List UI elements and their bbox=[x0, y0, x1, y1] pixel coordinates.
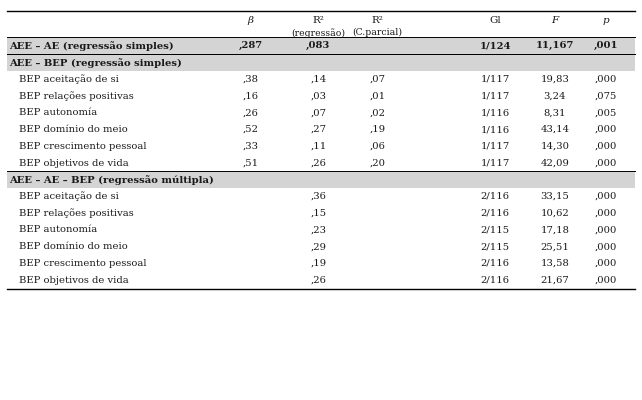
Text: ,06: ,06 bbox=[369, 142, 385, 151]
Text: ,000: ,000 bbox=[595, 209, 617, 218]
Text: ,000: ,000 bbox=[595, 259, 617, 268]
Text: ,20: ,20 bbox=[369, 158, 385, 168]
Text: 2/116: 2/116 bbox=[481, 276, 510, 285]
Text: BEP aceitação de si: BEP aceitação de si bbox=[19, 192, 119, 201]
Text: AEE – BEP (regressão simples): AEE – BEP (regressão simples) bbox=[9, 58, 182, 68]
Text: ,23: ,23 bbox=[311, 226, 326, 234]
Text: ,52: ,52 bbox=[243, 125, 259, 134]
Text: AEE – AE – BEP (regressão múltipla): AEE – AE – BEP (regressão múltipla) bbox=[9, 175, 214, 185]
Text: ,001: ,001 bbox=[594, 41, 618, 50]
Text: 25,51: 25,51 bbox=[541, 242, 569, 251]
Text: 11,167: 11,167 bbox=[535, 41, 574, 50]
Text: ,075: ,075 bbox=[595, 92, 617, 100]
Text: ,000: ,000 bbox=[595, 226, 617, 234]
Text: BEP autonomía: BEP autonomía bbox=[19, 226, 97, 234]
Text: BEP objetivos de vida: BEP objetivos de vida bbox=[19, 158, 128, 168]
Text: 2/116: 2/116 bbox=[481, 259, 510, 268]
Text: 8,31: 8,31 bbox=[544, 108, 566, 117]
Text: ,11: ,11 bbox=[310, 142, 327, 151]
Text: ,000: ,000 bbox=[595, 276, 617, 285]
Text: AEE – AE (regressão simples): AEE – AE (regressão simples) bbox=[9, 41, 174, 51]
Bar bbox=[7, 54, 635, 71]
Text: ,38: ,38 bbox=[243, 75, 259, 84]
Text: ,16: ,16 bbox=[243, 92, 259, 100]
Text: BEP autonomía: BEP autonomía bbox=[19, 108, 97, 117]
Text: ,51: ,51 bbox=[243, 158, 259, 168]
Text: ,000: ,000 bbox=[595, 158, 617, 168]
Text: 1/117: 1/117 bbox=[481, 142, 510, 151]
Text: 3,24: 3,24 bbox=[544, 92, 566, 100]
Text: ,000: ,000 bbox=[595, 125, 617, 134]
Text: 2/115: 2/115 bbox=[481, 226, 510, 234]
Text: 33,15: 33,15 bbox=[541, 192, 569, 201]
Text: 42,09: 42,09 bbox=[541, 158, 569, 168]
Text: ,07: ,07 bbox=[369, 75, 385, 84]
Text: R²: R² bbox=[372, 16, 383, 25]
Text: 21,67: 21,67 bbox=[541, 276, 569, 285]
Bar bbox=[7, 171, 635, 188]
Bar bbox=[7, 38, 635, 54]
Text: 1/116: 1/116 bbox=[481, 108, 510, 117]
Text: ,33: ,33 bbox=[243, 142, 259, 151]
Text: 10,62: 10,62 bbox=[541, 209, 569, 218]
Text: ,27: ,27 bbox=[311, 125, 326, 134]
Text: 19,83: 19,83 bbox=[541, 75, 569, 84]
Text: BEP crescimento pessoal: BEP crescimento pessoal bbox=[19, 259, 146, 268]
Text: ,19: ,19 bbox=[369, 125, 385, 134]
Text: 1/124: 1/124 bbox=[480, 41, 511, 50]
Text: ,005: ,005 bbox=[595, 108, 617, 117]
Text: ,287: ,287 bbox=[238, 41, 263, 50]
Text: 1/117: 1/117 bbox=[481, 92, 510, 100]
Text: ,26: ,26 bbox=[311, 276, 326, 285]
Text: BEP relações positivas: BEP relações positivas bbox=[19, 91, 134, 101]
Text: ,26: ,26 bbox=[311, 158, 326, 168]
Text: BEP crescimento pessoal: BEP crescimento pessoal bbox=[19, 142, 146, 151]
Text: 43,14: 43,14 bbox=[541, 125, 569, 134]
Text: R²: R² bbox=[313, 16, 324, 25]
Text: ,02: ,02 bbox=[369, 108, 385, 117]
Text: ,15: ,15 bbox=[310, 209, 327, 218]
Text: ,26: ,26 bbox=[243, 108, 259, 117]
Text: 13,58: 13,58 bbox=[541, 259, 569, 268]
Text: β: β bbox=[248, 16, 254, 25]
Text: 2/116: 2/116 bbox=[481, 209, 510, 218]
Text: Gl: Gl bbox=[489, 16, 501, 25]
Text: ,000: ,000 bbox=[595, 242, 617, 251]
Text: ,000: ,000 bbox=[595, 192, 617, 201]
Text: BEP domínio do meio: BEP domínio do meio bbox=[19, 125, 127, 134]
Text: BEP objetivos de vida: BEP objetivos de vida bbox=[19, 276, 128, 285]
Text: ,07: ,07 bbox=[311, 108, 326, 117]
Text: ,19: ,19 bbox=[310, 259, 327, 268]
Text: (C.parcial): (C.parcial) bbox=[352, 28, 403, 38]
Text: ,03: ,03 bbox=[311, 92, 326, 100]
Text: 1/116: 1/116 bbox=[481, 125, 510, 134]
Text: ,29: ,29 bbox=[311, 242, 326, 251]
Text: BEP domínio do meio: BEP domínio do meio bbox=[19, 242, 127, 251]
Text: ,000: ,000 bbox=[595, 75, 617, 84]
Text: 2/116: 2/116 bbox=[481, 192, 510, 201]
Text: BEP relações positivas: BEP relações positivas bbox=[19, 208, 134, 218]
Text: 2/115: 2/115 bbox=[481, 242, 510, 251]
Text: ,36: ,36 bbox=[311, 192, 326, 201]
Text: ,000: ,000 bbox=[595, 142, 617, 151]
Text: ,083: ,083 bbox=[306, 41, 331, 50]
Text: ,01: ,01 bbox=[369, 92, 385, 100]
Text: 14,30: 14,30 bbox=[541, 142, 569, 151]
Text: BEP aceitação de si: BEP aceitação de si bbox=[19, 74, 119, 84]
Text: ,14: ,14 bbox=[310, 75, 327, 84]
Text: 1/117: 1/117 bbox=[481, 158, 510, 168]
Text: p: p bbox=[603, 16, 609, 25]
Text: 17,18: 17,18 bbox=[541, 226, 569, 234]
Text: 1/117: 1/117 bbox=[481, 75, 510, 84]
Text: F: F bbox=[551, 16, 559, 25]
Text: (regressão): (regressão) bbox=[291, 28, 345, 38]
